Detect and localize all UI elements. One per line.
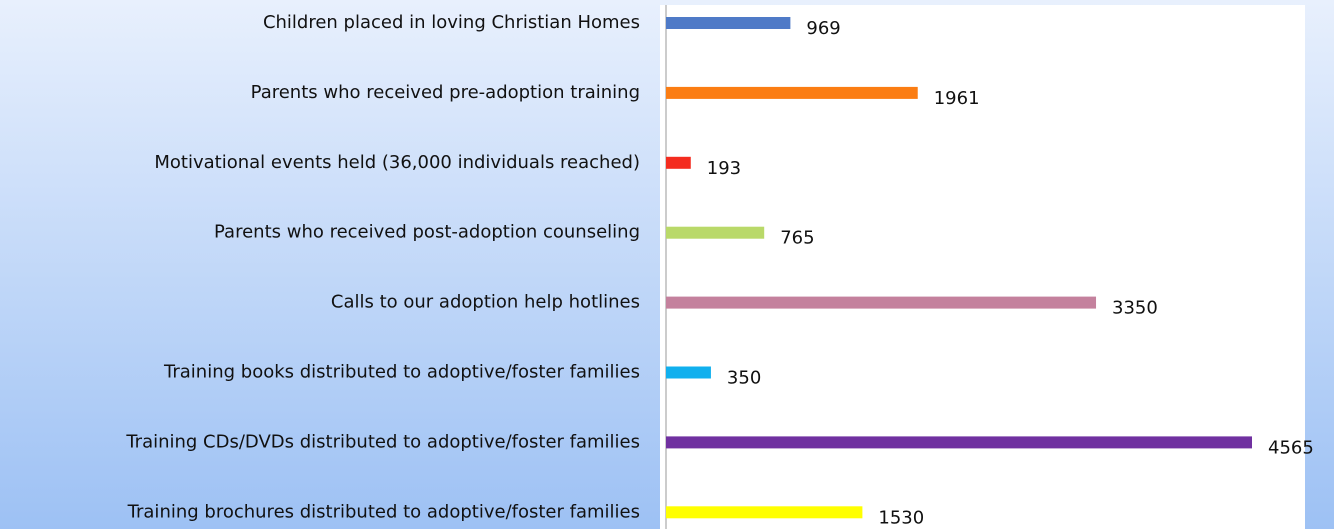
value-label: 4565: [1268, 437, 1314, 458]
category-label: Parents who received pre-adoption traini…: [251, 82, 640, 103]
category-label: Children placed in loving Christian Home…: [263, 12, 640, 33]
bar: [666, 17, 791, 29]
bar: [666, 86, 918, 99]
bar: [666, 506, 863, 519]
bar: [666, 296, 1097, 309]
category-label: Training books distributed to adoptive/f…: [163, 362, 640, 383]
bar: [666, 156, 691, 169]
value-label: 1530: [878, 507, 924, 528]
category-label: Motivational events held (36,000 individ…: [154, 152, 640, 173]
value-label: 969: [806, 18, 840, 39]
value-label: 765: [780, 228, 814, 249]
category-label: Training brochures distributed to adopti…: [127, 501, 640, 522]
value-label: 1961: [934, 88, 980, 109]
bar: [666, 226, 765, 239]
bar: [666, 436, 1252, 449]
bar: [666, 366, 711, 379]
value-label: 193: [707, 158, 741, 179]
value-label: 350: [727, 368, 761, 389]
category-label: Training CDs/DVDs distributed to adoptiv…: [125, 431, 640, 452]
category-label: Parents who received post-adoption couns…: [214, 222, 640, 243]
value-label: 3350: [1112, 298, 1158, 319]
category-label: Calls to our adoption help hotlines: [331, 292, 640, 313]
plot-area: [660, 5, 1305, 529]
